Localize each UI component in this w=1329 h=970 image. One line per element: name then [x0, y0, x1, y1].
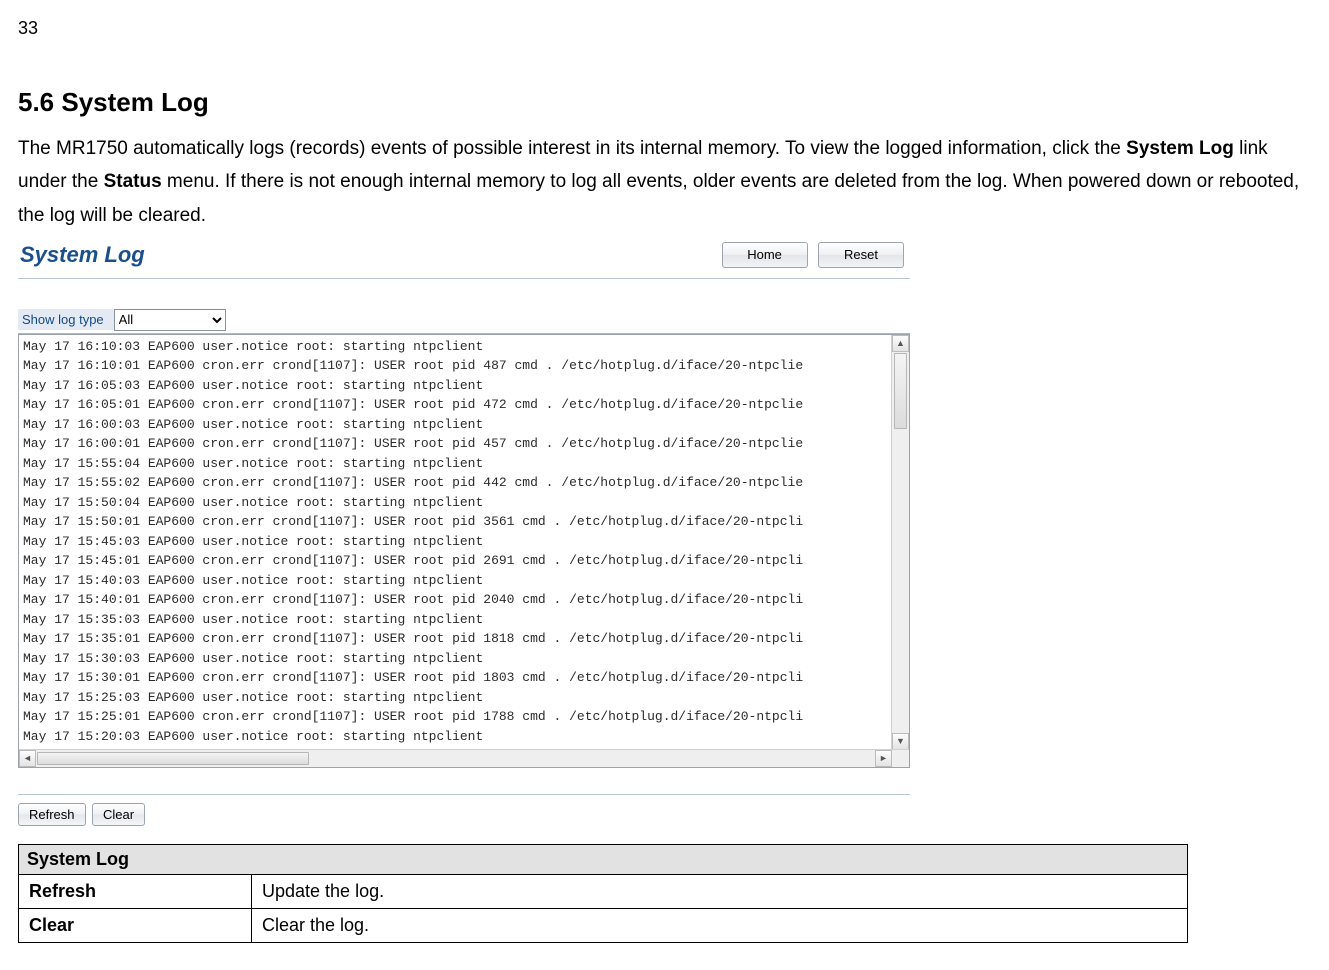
log-container: May 17 16:10:03 EAP600 user.notice root:…: [18, 334, 910, 768]
page-number: 33: [18, 18, 1311, 39]
para-bold-status: Status: [104, 171, 162, 192]
home-button[interactable]: Home: [722, 242, 808, 268]
intro-paragraph: The MR1750 automatically logs (records) …: [18, 132, 1311, 232]
screenshot-panel: System Log Home Reset Show log type All …: [18, 238, 910, 826]
table-row: Refresh Update the log.: [19, 874, 1188, 908]
scroll-up-icon[interactable]: ▲: [892, 335, 909, 352]
table-key: Refresh: [19, 874, 252, 908]
reset-button[interactable]: Reset: [818, 242, 904, 268]
scroll-right-icon[interactable]: ►: [875, 750, 892, 767]
table-val: Update the log.: [252, 874, 1188, 908]
vertical-scroll-thumb[interactable]: [894, 353, 907, 429]
screenshot-title: System Log: [20, 242, 145, 268]
horizontal-scroll-thumb[interactable]: [37, 752, 309, 765]
para-text: The MR1750 automatically logs (records) …: [18, 138, 1126, 159]
scroll-left-icon[interactable]: ◄: [19, 750, 36, 767]
para-text: menu. If there is not enough internal me…: [18, 171, 1299, 225]
description-table: System Log Refresh Update the log. Clear…: [18, 844, 1188, 943]
horizontal-scrollbar[interactable]: ◄ ►: [19, 749, 909, 767]
clear-button[interactable]: Clear: [92, 803, 145, 826]
screenshot-header: System Log Home Reset: [18, 238, 910, 279]
table-header-row: System Log: [19, 844, 1188, 874]
table-key: Clear: [19, 908, 252, 942]
para-bold-systemlog: System Log: [1126, 138, 1234, 159]
screenshot-footer: Refresh Clear: [18, 794, 910, 826]
scroll-corner: [892, 750, 909, 767]
vertical-scrollbar[interactable]: ▲ ▼: [891, 335, 909, 750]
log-view: May 17 16:10:03 EAP600 user.notice root:…: [19, 335, 909, 767]
section-heading: 5.6 System Log: [18, 87, 1311, 118]
refresh-button[interactable]: Refresh: [18, 803, 86, 826]
filter-label: Show log type: [18, 309, 114, 330]
log-type-select[interactable]: All: [114, 309, 226, 331]
log-text: May 17 16:10:03 EAP600 user.notice root:…: [19, 335, 909, 767]
filter-row: Show log type All: [18, 309, 910, 331]
scroll-down-icon[interactable]: ▼: [892, 733, 909, 750]
table-val: Clear the log.: [252, 908, 1188, 942]
header-buttons: Home Reset: [716, 242, 904, 268]
table-header: System Log: [19, 844, 1188, 874]
table-row: Clear Clear the log.: [19, 908, 1188, 942]
